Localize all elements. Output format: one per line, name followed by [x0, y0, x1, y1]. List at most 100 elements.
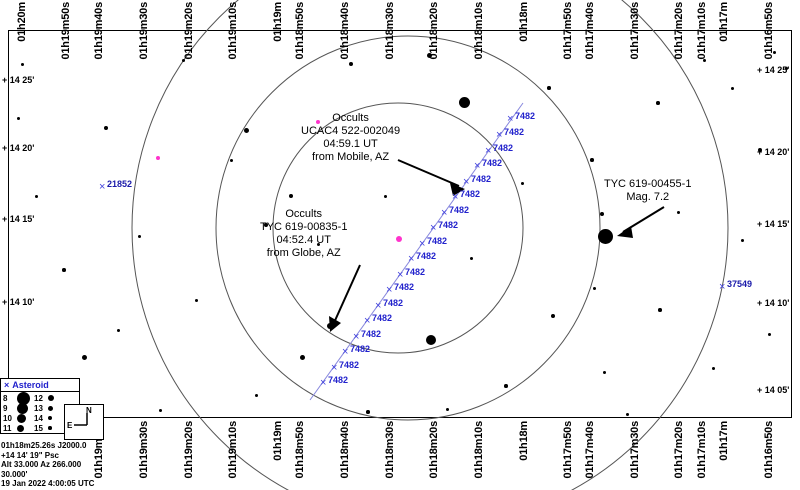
asteroid-position-marker: ×: [408, 253, 415, 265]
star-marker: [784, 66, 788, 70]
star-marker: [602, 370, 606, 374]
star-marker: [740, 238, 744, 242]
annotation-line: from Globe, AZ: [266, 247, 341, 259]
star-marker: [289, 194, 293, 198]
annotation-line: 04:52.4 UT: [276, 234, 331, 246]
dec-tick-label: + 14 05': [757, 385, 790, 395]
asteroid-position-label: 7482: [394, 282, 415, 292]
chart-annotation: TYC 619-00455-1 Mag. 7.2: [604, 178, 691, 204]
star-marker: [158, 408, 162, 412]
ra-tick-label: 01h18m10s: [473, 421, 485, 479]
magnitude-value: 9: [3, 403, 8, 413]
ra-tick-label: 01h18m40s: [339, 421, 351, 479]
annotation-line: Occults: [285, 208, 323, 220]
magnitude-value: 12: [34, 393, 43, 403]
compass-glyph: [74, 413, 88, 426]
star-marker: [656, 101, 660, 105]
asteroid-position-label: 7482: [438, 220, 459, 230]
star-marker: [520, 181, 524, 185]
dec-tick-label: + 14 25': [757, 65, 790, 75]
star-marker: [116, 328, 120, 332]
star-marker: [243, 127, 249, 133]
ra-tick-label: 01h18m: [518, 421, 530, 461]
asteroid-position-marker: ×: [353, 331, 360, 343]
magnitude-legend-row: 15: [34, 423, 54, 433]
info-datetime-line: 19 Jan 2022 4:00:05 UTC: [1, 479, 95, 489]
annotation-line: UCAC4 522-002049: [301, 125, 401, 137]
info-ra-line: 01h18m25.26s J2000.0: [1, 441, 87, 450]
ra-tick-label: 01h19m40s: [93, 2, 105, 60]
magnitude-column-faint: 12 13 14 15: [34, 393, 58, 433]
asteroid-position-marker: ×: [485, 145, 492, 157]
dec-tick-label: + 14 20': [2, 143, 35, 153]
ra-tick-label: 01h19m30s: [138, 2, 150, 60]
inner-range-circle: [272, 102, 524, 354]
magnitude-legend-row: 9: [3, 402, 30, 414]
other-asteroid-label: 21852: [107, 179, 133, 189]
ra-tick-label: 01h17m10s: [696, 421, 708, 479]
star-marker: [702, 58, 706, 62]
asteroid-position-marker: ×: [430, 222, 437, 234]
star-marker: [137, 234, 141, 238]
ra-tick-label: 01h17m50s: [562, 421, 574, 479]
magnitude-value: 10: [3, 413, 12, 423]
star-marker: [181, 58, 185, 62]
star-marker: [349, 62, 353, 66]
ra-tick-label: 01h18m30s: [384, 421, 396, 479]
ra-tick-label: 01h17m40s: [584, 421, 596, 479]
star-marker: [327, 323, 333, 329]
star-marker: [34, 194, 38, 198]
ra-tick-label: 01h17m20s: [673, 421, 685, 479]
star-marker: [551, 314, 555, 318]
magnitude-legend-row: 13: [34, 403, 54, 413]
asteroid-position-label: 7482: [449, 205, 470, 215]
annotation-arrow-tyc00455: [617, 206, 665, 238]
magnitude-dot-icon: [17, 413, 26, 423]
legend-title-label: Asteroid: [12, 380, 49, 390]
coordinate-info-readout: 01h18m25.26s J2000.0 +14 14' 19" Psc Alt…: [0, 441, 120, 489]
star-marker: [264, 223, 268, 227]
star-marker: [316, 242, 320, 246]
star-marker: [758, 148, 762, 152]
ra-tick-label: 01h17m: [718, 421, 730, 461]
asteroid-position-marker: ×: [375, 300, 382, 312]
asteroid-position-label: 7482: [350, 344, 371, 354]
asteroid-position-marker: ×: [507, 113, 514, 125]
asteroid-position-label: 7482: [328, 375, 349, 385]
star-marker: [426, 335, 436, 345]
dec-tick-label: + 14 10': [2, 297, 35, 307]
asteroid-position-marker: ×: [719, 281, 726, 293]
star-marker: [299, 354, 305, 360]
asteroid-position-label: 7482: [361, 329, 382, 339]
ra-tick-label: 01h19m50s: [60, 2, 72, 60]
asteroid-position-label: 7482: [416, 251, 437, 261]
magnitude-legend-row: 10: [3, 413, 30, 423]
ra-tick-label: 01h18m: [518, 2, 530, 42]
info-altaz-line: Alt 33.000 Az 266.000: [1, 460, 82, 470]
ra-tick-label: 01h17m50s: [562, 2, 574, 60]
legend-title-row: × Asteroid: [1, 379, 79, 392]
ra-tick-label: 01h19m20s: [183, 2, 195, 60]
ra-tick-label: 01h18m50s: [294, 421, 306, 479]
star-marker: [730, 86, 734, 90]
ra-tick-label: 01h19m30s: [138, 421, 150, 479]
magnitude-dot-icon: [48, 426, 52, 430]
star-marker: [366, 410, 370, 414]
star-marker: [597, 228, 613, 244]
asteroid-position-label: 7482: [427, 236, 448, 246]
asteroid-position-marker: ×: [496, 129, 503, 141]
ra-tick-label: 01h19m20s: [183, 421, 195, 479]
ra-tick-label: 01h18m10s: [473, 2, 485, 60]
annotation-line: from Mobile, AZ: [312, 151, 390, 163]
annotation-arrow-ucac4: [397, 159, 465, 196]
asteroid-position-marker: ×: [99, 181, 106, 193]
magnitude-column-bright: 8 9 10 11: [3, 391, 34, 433]
star-marker: [62, 268, 66, 272]
star-marker: [81, 354, 87, 360]
asteroid-position-marker: ×: [419, 238, 426, 250]
asteroid-position-marker: ×: [452, 191, 459, 203]
magnitude-dot-icon: [17, 391, 30, 405]
asteroid-position-label: 7482: [383, 298, 404, 308]
asteroid-track-line: [309, 102, 524, 401]
annotation-line: Occults: [332, 112, 369, 124]
